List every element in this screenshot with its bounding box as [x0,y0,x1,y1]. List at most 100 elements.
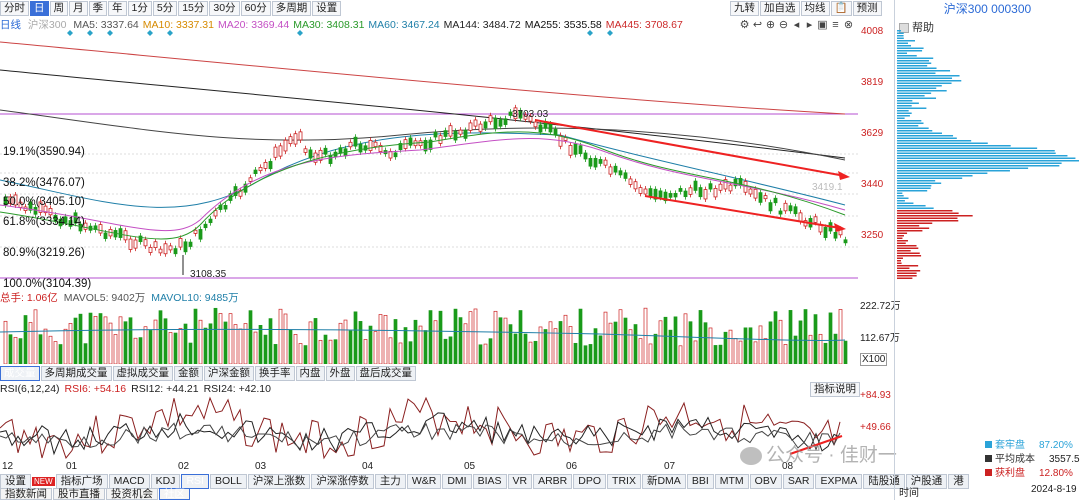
volume-bar [448,336,453,364]
info-tab-1[interactable]: 股市直播 [53,488,105,500]
chip-bar [897,85,942,87]
volume-bar [23,315,28,364]
candle-body [378,144,383,153]
indicator-tab-1[interactable]: 指标广场 [55,474,108,489]
zoom-in-icon[interactable]: ⊕ [765,19,776,31]
period-1[interactable]: 日 [30,1,49,16]
info-tab-3[interactable]: 社区 [159,488,190,500]
menu-icon[interactable]: ≡ [832,19,839,31]
indicator-tab-8[interactable]: 主力 [374,474,406,489]
volume-bar [53,341,58,364]
period-9[interactable]: 30分 [209,1,240,16]
indicator-tab-24[interactable]: 港 [948,474,969,489]
candle-body [443,130,448,137]
volume-bar [723,331,728,364]
close-icon[interactable]: ⊗ [843,19,854,31]
candle-body [158,248,163,254]
zoom-out-icon[interactable]: ⊖ [778,19,789,31]
indicator-tab-15[interactable]: TRIX [607,474,641,489]
candle-body [73,212,78,224]
rsi-trend-arrow [789,435,843,455]
indicator-tab-2[interactable]: MACD [108,474,150,489]
max-icon[interactable]: ▣ [817,19,828,31]
indicator-tab-19[interactable]: OBV [749,474,782,489]
undo-icon[interactable]: ↩ [752,19,763,31]
period-3[interactable]: 月 [69,1,88,16]
period-4[interactable]: 季 [88,1,107,16]
price-tick-0: 4008 [861,26,884,37]
volume-bar [8,334,13,364]
period-6[interactable]: 1分 [127,1,152,16]
indicator-tab-17[interactable]: BBI [686,474,714,489]
candle-body [148,247,153,253]
indicator-tab-21[interactable]: EXPMA [815,474,863,489]
indicator-tab-16[interactable]: 新DMA [641,474,686,489]
volume-tab-1[interactable]: 多周期成交量 [40,366,112,381]
volume-tab-5[interactable]: 换手率 [255,366,295,381]
volume-bar [408,341,413,364]
indicator-tab-23[interactable]: 沪股通 [905,474,948,489]
candle-body [168,245,173,251]
volume-bar [348,330,353,364]
indicator-tab-4[interactable]: RSI [181,474,209,489]
candle-body [783,202,788,212]
help-button[interactable]: 帮助 [899,19,934,35]
left-icon[interactable]: ◂ [793,19,800,31]
tool-button-2[interactable]: 均线 [800,1,830,16]
chip-legend-swatch [985,441,992,448]
volume-tab-4[interactable]: 沪深金额 [204,366,254,381]
candle-body [753,188,758,199]
indicator-tab-0[interactable]: 设置 [0,474,31,489]
rsi-chart[interactable] [0,396,858,460]
indicator-tab-14[interactable]: DPO [573,474,607,489]
indicator-tab-6[interactable]: 沪深上涨数 [247,474,311,489]
volume-chart[interactable] [0,302,858,364]
mavol10-line [0,328,846,341]
period-2[interactable]: 周 [49,1,68,16]
info-tab-2[interactable]: 投资机会 [106,488,158,500]
candle-body [473,119,478,127]
tool-button-0[interactable]: 九转 [730,1,759,16]
period-10[interactable]: 60分 [240,1,271,16]
tool-button-3[interactable]: 📋 [830,1,852,16]
indicator-tab-11[interactable]: BIAS [472,474,507,489]
fib-level-2: 50.0%(3405.10) [3,196,85,208]
indicator-tab-3[interactable]: KDJ [150,474,181,489]
tool-button-4[interactable]: 预测 [852,1,882,16]
chip-legend-row-1: 平均成本 3557.55 [985,450,1080,465]
indicator-tab-5[interactable]: BOLL [209,474,247,489]
volume-tab-3[interactable]: 金额 [174,366,203,381]
candle-body [628,178,633,185]
indicator-explain-button[interactable]: 指标说明 [810,382,860,397]
settings-icon[interactable]: ⚙ [739,19,750,31]
volume-bar [738,340,743,364]
price-tick-1: 3819 [861,77,884,88]
price-chart[interactable] [0,30,858,282]
right-icon[interactable]: ▸ [806,19,813,31]
period-11[interactable]: 多周期 [271,1,312,16]
tool-button-1[interactable]: 加自选 [760,1,800,16]
indicator-tab-7[interactable]: 沪深涨停数 [311,474,374,489]
volume-tab-0[interactable]: 成交量 [0,366,40,381]
chip-legend-swatch [985,469,992,476]
info-tab-0[interactable]: 指数新闻 [0,488,52,500]
period-5[interactable]: 年 [108,1,127,16]
indicator-tab-18[interactable]: MTM [714,474,749,489]
indicator-tab-13[interactable]: ARBR [533,474,573,489]
indicator-tab-20[interactable]: SAR [782,474,815,489]
candle-body [223,204,228,210]
period-0[interactable]: 分时 [0,1,29,16]
period-12[interactable]: 设置 [312,1,342,16]
indicator-tab-10[interactable]: DMI [442,474,472,489]
period-8[interactable]: 15分 [178,1,209,16]
volume-tab-6[interactable]: 内盘 [295,366,325,381]
volume-tab-2[interactable]: 虚拟成交量 [112,366,173,381]
period-7[interactable]: 5分 [152,1,178,16]
volume-tab-8[interactable]: 盘后成交量 [355,366,416,381]
volume-bars [3,307,848,364]
candle-body [43,205,48,214]
indicator-tab-12[interactable]: VR [507,474,533,489]
volume-tab-7[interactable]: 外盘 [325,366,355,381]
indicator-tab-9[interactable]: W&R [406,474,442,489]
chip-bar [897,260,901,262]
